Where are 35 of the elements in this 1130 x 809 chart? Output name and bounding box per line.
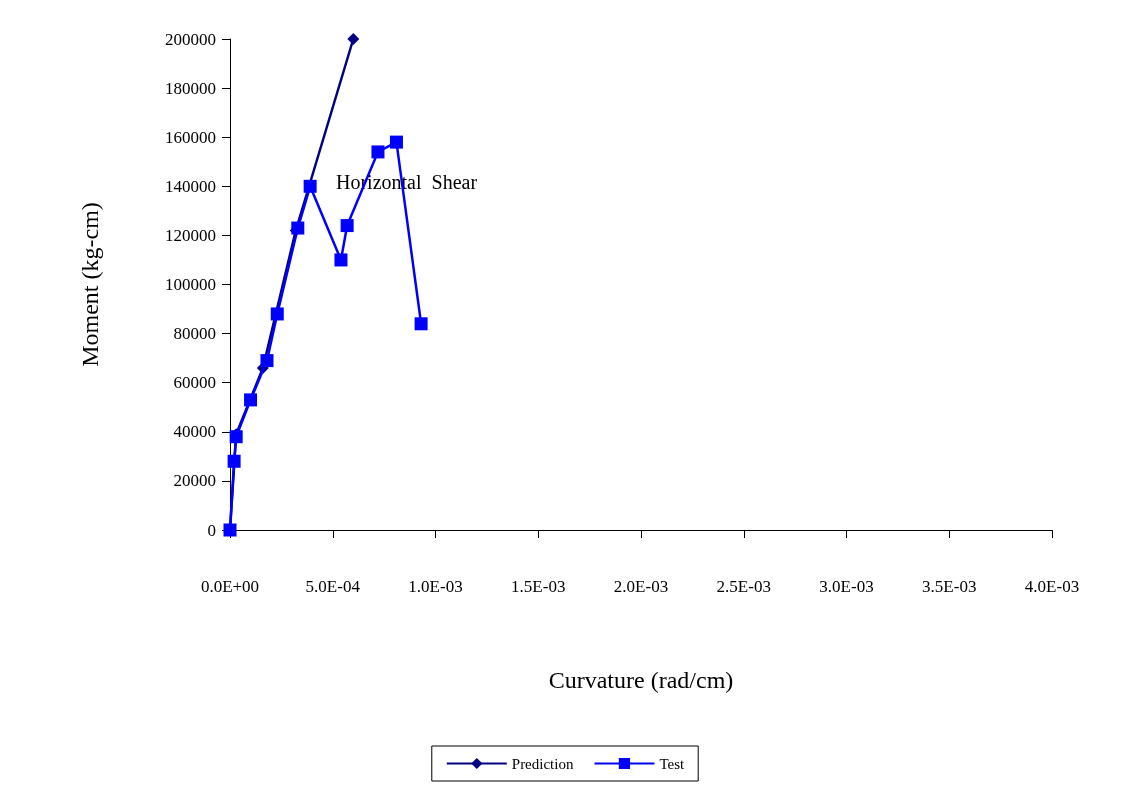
y-tick-label: 60000: [173, 373, 216, 393]
x-tick-label: 2.5E-03: [716, 577, 771, 596]
y-tick-label: 120000: [165, 225, 216, 245]
point: [340, 219, 354, 233]
y-tick-label: 100000: [165, 275, 216, 294]
x-tick-label: 4.0E-03: [1024, 577, 1080, 596]
x-tick-label: 1.0E-03: [408, 577, 463, 596]
y-tick-label: 20000: [173, 471, 216, 491]
point: [260, 354, 274, 368]
x-tick-label: 3.5E-03: [922, 577, 977, 596]
point: [347, 33, 360, 45]
x-tick-label: 1.5E-03: [511, 577, 566, 596]
point: [244, 393, 258, 407]
point: [334, 253, 348, 267]
y-tick-label: 40000: [173, 422, 216, 442]
point: [414, 317, 428, 331]
point: [371, 145, 385, 159]
y-tick-label: 180000: [165, 78, 216, 98]
x-tick-label: 5.0E-04: [305, 577, 361, 596]
y-tick-label: 80000: [173, 324, 216, 344]
legend-label: Prediction: [511, 755, 574, 772]
y-axis-title: Moment (kg-cm): [77, 202, 103, 367]
legend-label: Test: [659, 755, 686, 772]
point: [303, 179, 317, 193]
x-tick-label: 3.0E-03: [819, 577, 874, 596]
point: [227, 454, 241, 468]
point: [270, 307, 284, 321]
x-tick-label: 2.0E-03: [613, 577, 669, 596]
y-tick-label: 0: [207, 520, 216, 540]
point: [389, 135, 403, 149]
y-tick-label: 160000: [165, 127, 216, 147]
x-tick-label: 0.0E+00: [200, 577, 260, 596]
y-tick-label: 200000: [165, 29, 216, 49]
y-tick-label: 140000: [165, 176, 216, 196]
x-axis-title: Curvature (rad/cm): [548, 667, 734, 693]
